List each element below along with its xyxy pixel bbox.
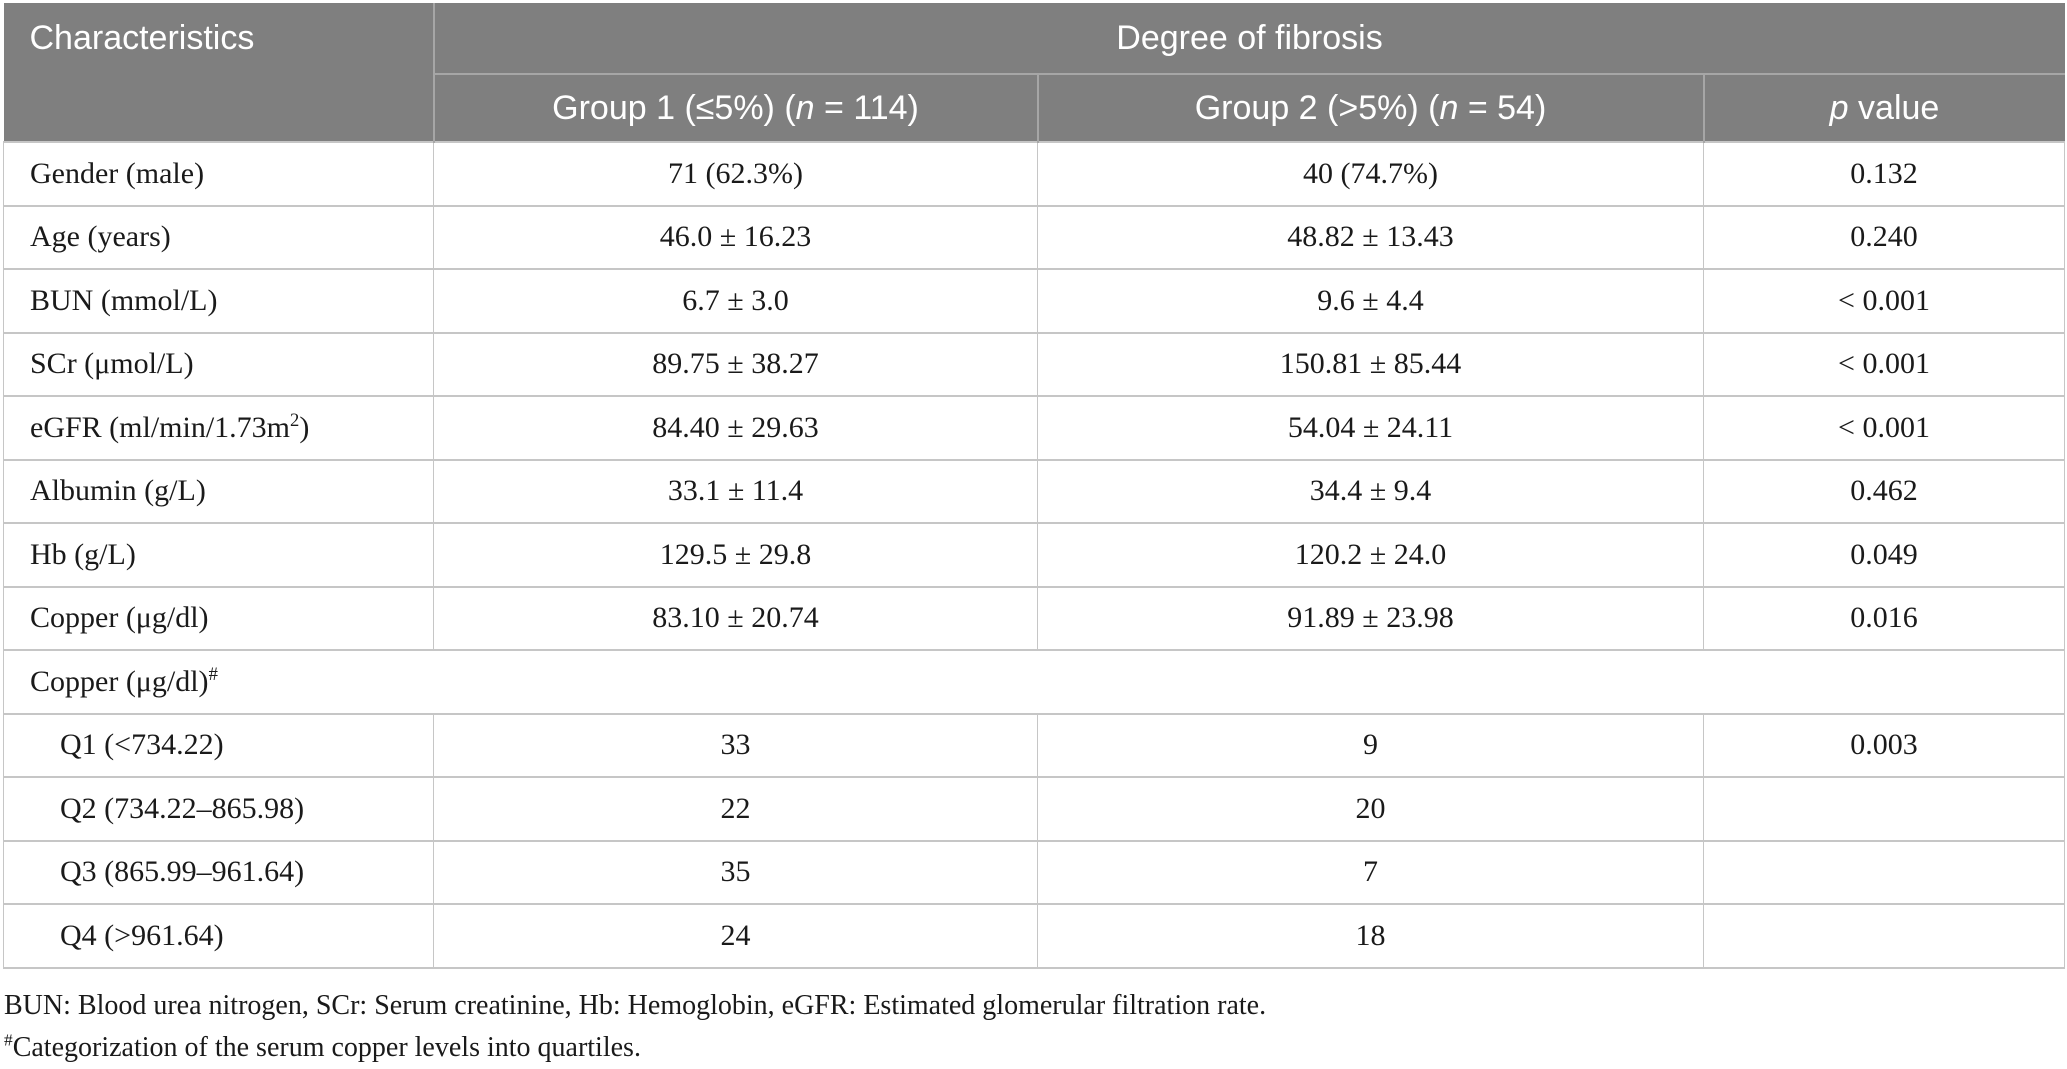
table-row-bun: BUN (mmol/L) 6.7 ± 3.0 9.6 ± 4.4 < 0.001 — [3, 268, 2065, 333]
group1-value: 22 — [433, 776, 1038, 841]
group2-value: 54.04 ± 24.11 — [1037, 395, 1704, 460]
row-label: Copper (μg/dl) — [3, 585, 434, 650]
footnote-quartiles: #Categorization of the serum copper leve… — [4, 1027, 2067, 1069]
p-value — [1703, 776, 2065, 841]
group2-value: 20 — [1037, 776, 1704, 841]
footnote-quartiles-sup: # — [4, 1030, 13, 1050]
table-row-q1: Q1 (<734.22) 33 9 0.003 — [3, 712, 2065, 777]
group1-value: 33 — [433, 712, 1038, 777]
group2-value: 150.81 ± 85.44 — [1037, 331, 1704, 396]
row-label: Q4 (>961.64) — [3, 903, 434, 969]
group1-value: 24 — [433, 903, 1038, 969]
egfr-label-sup: 2 — [290, 409, 300, 431]
header-characteristics: Characteristics — [3, 3, 434, 142]
table-row-albumin: Albumin (g/L) 33.1 ± 11.4 34.4 ± 9.4 0.4… — [3, 458, 2065, 523]
group2-value: 7 — [1037, 839, 1704, 904]
row-label: Gender (male) — [3, 141, 434, 206]
group1-value: 89.75 ± 38.27 — [433, 331, 1038, 396]
row-label: Albumin (g/L) — [3, 458, 434, 523]
egfr-label-pre: eGFR (ml/min/1.73m — [30, 410, 291, 444]
group1-value: 71 (62.3%) — [433, 141, 1038, 206]
row-label: eGFR (ml/min/1.73m2) — [3, 395, 434, 460]
egfr-label-post: ) — [299, 410, 310, 444]
footnote-abbreviations: BUN: Blood urea nitrogen, SCr: Serum cre… — [4, 989, 1267, 1021]
group1-value: 46.0 ± 16.23 — [433, 204, 1038, 269]
table-body: Gender (male) 71 (62.3%) 40 (74.7%) 0.13… — [3, 141, 2065, 969]
table-row-q4: Q4 (>961.64) 24 18 — [3, 903, 2065, 969]
p-value: 0.049 — [1703, 522, 2065, 587]
table-row-q3: Q3 (865.99–961.64) 35 7 — [3, 839, 2065, 904]
p-value: 0.462 — [1703, 458, 2065, 523]
row-label: Hb (g/L) — [3, 522, 434, 587]
copper-quartile-label: Copper (μg/dl) — [30, 664, 209, 698]
p-value: < 0.001 — [1703, 331, 2065, 396]
row-label: Q2 (734.22–865.98) — [3, 776, 434, 841]
group2-value: 40 (74.7%) — [1037, 141, 1704, 206]
header-group1: Group 1 (≤5%) (n = 114) — [432, 73, 1038, 142]
paper-table-figure: Characteristics Degree of fibrosis Group… — [0, 3, 2067, 1063]
group1-value: 6.7 ± 3.0 — [433, 268, 1038, 333]
group1-value: 129.5 ± 29.8 — [433, 522, 1038, 587]
group2-value: 120.2 ± 24.0 — [1037, 522, 1704, 587]
row-label: Copper (μg/dl)# — [3, 649, 2065, 714]
p-value: 0.132 — [1703, 141, 2065, 206]
group2-value: 9.6 ± 4.4 — [1037, 268, 1704, 333]
table-header: Characteristics Degree of fibrosis Group… — [3, 3, 2065, 142]
group2-value: 91.89 ± 23.98 — [1037, 585, 1704, 650]
p-value: 0.003 — [1703, 712, 2065, 777]
table-row-gender: Gender (male) 71 (62.3%) 40 (74.7%) 0.13… — [3, 141, 2065, 206]
group1-value: 33.1 ± 11.4 — [433, 458, 1038, 523]
table-footnotes: BUN: Blood urea nitrogen, SCr: Serum cre… — [4, 985, 2067, 1069]
p-value — [1703, 839, 2065, 904]
group1-value: 83.10 ± 20.74 — [433, 585, 1038, 650]
group1-value: 35 — [433, 839, 1038, 904]
group2-value: 18 — [1037, 903, 1704, 969]
p-value: 0.016 — [1703, 585, 2065, 650]
row-label: Age (years) — [3, 204, 434, 269]
footnote-quartiles-text: Categorization of the serum copper level… — [12, 1031, 641, 1063]
header-group1-pre: Group 1 (≤5%) ( — [552, 88, 796, 127]
row-label: Q1 (<734.22) — [3, 712, 434, 777]
header-group1-post: = 114) — [814, 88, 919, 127]
header-group2-n: n — [1439, 88, 1459, 127]
header-row-top: Characteristics Degree of fibrosis — [3, 3, 2065, 142]
header-p-post: value — [1848, 88, 1940, 127]
header-characteristics-label: Characteristics — [29, 19, 255, 57]
group2-value: 34.4 ± 9.4 — [1037, 458, 1704, 523]
table-row-hb: Hb (g/L) 129.5 ± 29.8 120.2 ± 24.0 0.049 — [3, 522, 2065, 587]
table-row-age: Age (years) 46.0 ± 16.23 48.82 ± 13.43 0… — [3, 204, 2065, 269]
header-group1-n: n — [795, 88, 815, 127]
p-value: < 0.001 — [1703, 395, 2065, 460]
table-row-egfr: eGFR (ml/min/1.73m2) 84.40 ± 29.63 54.04… — [3, 395, 2065, 460]
row-label: BUN (mmol/L) — [3, 268, 434, 333]
header-group2-pre: Group 2 (>5%) ( — [1194, 88, 1440, 127]
header-degree-label: Degree of fibrosis — [1116, 18, 1383, 57]
header-degree-of-fibrosis: Degree of fibrosis — [432, 3, 2065, 74]
table-row-copper: Copper (μg/dl) 83.10 ± 20.74 91.89 ± 23.… — [3, 585, 2065, 650]
group2-value: 9 — [1037, 712, 1704, 777]
header-group2-post: = 54) — [1458, 88, 1547, 127]
copper-quartile-sup: # — [208, 663, 218, 685]
p-value: 0.240 — [1703, 204, 2065, 269]
p-value — [1703, 903, 2065, 969]
group1-value: 84.40 ± 29.63 — [433, 395, 1038, 460]
header-group2: Group 2 (>5%) (n = 54) — [1036, 73, 1704, 142]
p-value: < 0.001 — [1703, 268, 2065, 333]
table-row-q2: Q2 (734.22–865.98) 22 20 — [3, 776, 2065, 841]
header-p-value: p value — [1702, 73, 2065, 142]
group2-value: 48.82 ± 13.43 — [1037, 204, 1704, 269]
table-row-copper-quartile-header: Copper (μg/dl)# — [3, 649, 2065, 714]
characteristics-table: Characteristics Degree of fibrosis Group… — [3, 3, 2065, 969]
row-label: Q3 (865.99–961.64) — [3, 839, 434, 904]
header-row-groups: Group 1 (≤5%) (n = 114) Group 2 (>5%) (n… — [4, 73, 2065, 142]
header-p-italic: p — [1829, 88, 1849, 127]
table-row-scr: SCr (μmol/L) 89.75 ± 38.27 150.81 ± 85.4… — [3, 331, 2065, 396]
row-label: SCr (μmol/L) — [3, 331, 434, 396]
